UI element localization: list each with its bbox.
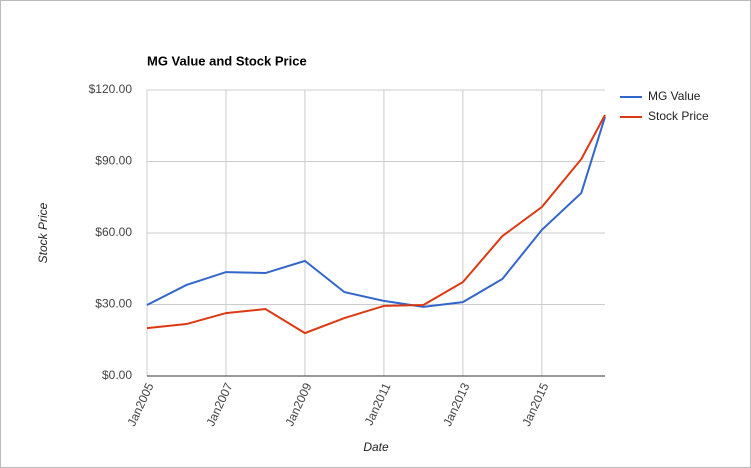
y-tick-label: $60.00 bbox=[95, 225, 132, 239]
y-axis-title: Stock Price bbox=[36, 202, 50, 263]
y-tick-label: $30.00 bbox=[95, 297, 132, 311]
legend-label: MG Value bbox=[648, 89, 701, 103]
series-line bbox=[146, 114, 606, 335]
legend-label: Stock Price bbox=[648, 109, 709, 123]
y-tick-label: $90.00 bbox=[95, 154, 132, 168]
x-axis-title: Date bbox=[363, 440, 389, 454]
y-tick-label: $120.00 bbox=[89, 82, 133, 96]
series-line bbox=[146, 116, 606, 308]
y-tick-label: $0.00 bbox=[102, 368, 132, 382]
chart-title: MG Value and Stock Price bbox=[147, 53, 307, 68]
